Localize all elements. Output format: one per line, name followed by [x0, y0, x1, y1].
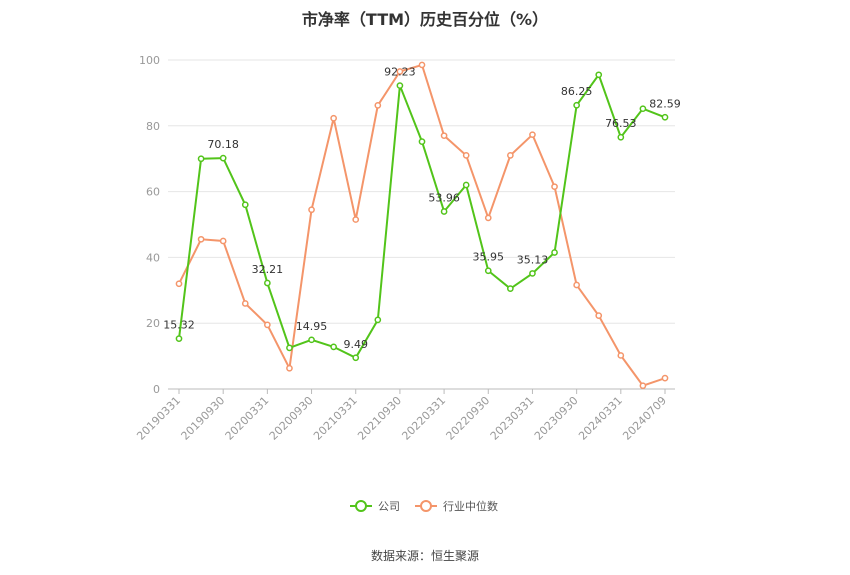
- x-tick-label: 20210331: [311, 394, 360, 443]
- x-tick-label: 20220331: [399, 394, 448, 443]
- data-point: [617, 133, 625, 141]
- data-point: [396, 82, 404, 89]
- data-label: 14.95: [296, 320, 328, 333]
- y-tick-label: 100: [139, 54, 160, 67]
- data-point: [175, 335, 183, 342]
- data-point: [551, 249, 558, 256]
- data-point: [484, 267, 492, 275]
- data-label: 35.13: [517, 253, 549, 266]
- data-label: 53.96: [428, 191, 460, 204]
- data-label: 76.53: [605, 117, 637, 130]
- data-point: [639, 382, 647, 390]
- data-point: [264, 279, 271, 287]
- data-point: [330, 114, 337, 122]
- data-label: 86.25: [561, 85, 593, 98]
- data-point: [595, 71, 603, 79]
- x-tick-label: 20240709: [620, 394, 669, 443]
- data-point: [396, 68, 404, 75]
- chart-title: 市净率（TTM）历史百分位（%）: [301, 10, 549, 29]
- data-point: [352, 216, 360, 223]
- data-point: [617, 352, 625, 359]
- data-point: [197, 235, 205, 243]
- data-source: 数据来源：恒生聚源: [370, 549, 479, 563]
- data-point: [286, 364, 293, 372]
- data-point: [219, 237, 227, 245]
- x-tick-label: 20230930: [532, 394, 581, 443]
- data-point: [573, 101, 580, 109]
- data-point: [418, 138, 426, 145]
- data-point: [286, 344, 293, 352]
- legend-marker: [355, 500, 367, 512]
- y-tick-label: 20: [146, 317, 160, 330]
- legend-label: 行业中位数: [443, 499, 498, 513]
- data-point: [507, 152, 514, 159]
- data-point: [595, 312, 603, 319]
- data-point: [308, 206, 315, 214]
- data-label: 82.59: [649, 97, 681, 110]
- data-point: [308, 336, 315, 344]
- data-point: [573, 281, 580, 289]
- data-point: [462, 181, 470, 189]
- x-tick-label: 20200331: [223, 394, 272, 443]
- x-tick-label: 20200930: [267, 394, 316, 443]
- legend-marker: [420, 500, 432, 512]
- y-tick-label: 0: [153, 383, 160, 396]
- data-point: [197, 155, 205, 163]
- series-line: [178, 72, 666, 360]
- data-point: [374, 316, 382, 324]
- data-point: [639, 105, 647, 113]
- y-tick-label: 40: [146, 251, 160, 264]
- x-tick-label: 20190331: [134, 394, 183, 443]
- data-point: [264, 321, 271, 329]
- data-point: [440, 208, 448, 215]
- data-point: [507, 285, 514, 293]
- data-label: 9.49: [343, 338, 368, 351]
- data-point: [661, 374, 669, 382]
- data-label: 35.95: [473, 251, 505, 264]
- data-label: 32.21: [252, 263, 284, 276]
- data-label: 15.32: [163, 319, 195, 332]
- x-tick-label: 20190930: [179, 394, 228, 443]
- y-tick-label: 60: [146, 186, 160, 199]
- x-tick-label: 20210930: [355, 394, 404, 443]
- data-point: [374, 102, 382, 109]
- data-point: [440, 132, 448, 140]
- data-point: [352, 354, 360, 362]
- legend-label: 公司: [378, 500, 400, 513]
- data-point: [529, 270, 536, 277]
- data-point: [484, 214, 492, 222]
- data-point: [462, 152, 470, 159]
- x-tick-label: 20220930: [444, 394, 493, 443]
- x-tick-label: 20230331: [488, 394, 537, 443]
- data-point: [241, 300, 249, 307]
- y-tick-label: 80: [146, 120, 160, 133]
- data-point: [529, 131, 536, 139]
- data-point: [219, 154, 227, 162]
- data-label: 70.18: [207, 138, 239, 151]
- data-point: [418, 61, 426, 69]
- data-point: [175, 280, 183, 288]
- x-tick-label: 20240331: [576, 394, 625, 443]
- data-point: [551, 183, 558, 191]
- data-point: [330, 343, 337, 351]
- data-point: [241, 201, 249, 209]
- data-label: 92.23: [384, 66, 416, 79]
- data-point: [661, 113, 669, 121]
